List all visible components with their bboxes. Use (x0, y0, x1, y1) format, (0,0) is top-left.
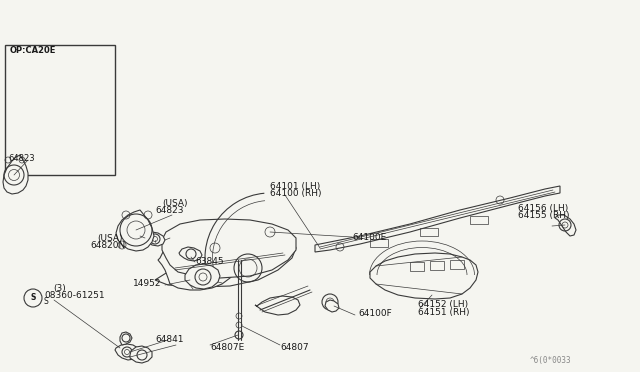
Text: 64155 (RH): 64155 (RH) (518, 211, 570, 219)
Bar (370, 239, 388, 247)
Polygon shape (158, 230, 242, 290)
FancyBboxPatch shape (5, 45, 115, 175)
Text: 64807E: 64807E (210, 343, 244, 353)
Bar (420, 228, 438, 236)
Text: 63845: 63845 (195, 257, 223, 266)
Bar (430, 261, 444, 270)
Text: 64101 (LH): 64101 (LH) (270, 182, 320, 190)
Polygon shape (162, 219, 296, 278)
Polygon shape (116, 210, 154, 251)
Polygon shape (145, 232, 165, 246)
Text: 64156 (LH): 64156 (LH) (518, 203, 568, 212)
Text: 64823: 64823 (8, 154, 35, 163)
Text: 64100F: 64100F (358, 310, 392, 318)
Polygon shape (255, 296, 300, 315)
Text: 08360-61251: 08360-61251 (44, 291, 104, 299)
Text: (USA): (USA) (97, 234, 122, 243)
Text: (3): (3) (53, 285, 66, 294)
Text: 64820N: 64820N (90, 241, 125, 250)
Text: 64100 (RH): 64100 (RH) (270, 189, 321, 198)
Polygon shape (115, 344, 140, 360)
Polygon shape (185, 264, 220, 289)
Text: (USA): (USA) (162, 199, 188, 208)
Polygon shape (130, 346, 152, 363)
Bar (410, 262, 424, 271)
Bar (470, 216, 488, 224)
Polygon shape (315, 186, 560, 252)
Text: 64807: 64807 (280, 343, 308, 353)
Text: S: S (30, 294, 36, 302)
Polygon shape (370, 253, 478, 299)
Polygon shape (325, 300, 339, 312)
Text: 14952: 14952 (133, 279, 161, 289)
Text: S: S (44, 296, 49, 305)
Polygon shape (555, 215, 576, 236)
Polygon shape (3, 155, 28, 194)
Bar (450, 260, 464, 269)
Text: OP:CA20E: OP:CA20E (10, 45, 56, 55)
Text: ^6(0*0033: ^6(0*0033 (530, 356, 572, 365)
Polygon shape (120, 332, 132, 345)
Text: 64152 (LH): 64152 (LH) (418, 301, 468, 310)
Text: 64823: 64823 (155, 205, 184, 215)
Text: 64100E: 64100E (352, 232, 387, 241)
Text: 64151 (RH): 64151 (RH) (418, 308, 470, 317)
Polygon shape (179, 247, 202, 261)
Text: 64841: 64841 (155, 336, 184, 344)
